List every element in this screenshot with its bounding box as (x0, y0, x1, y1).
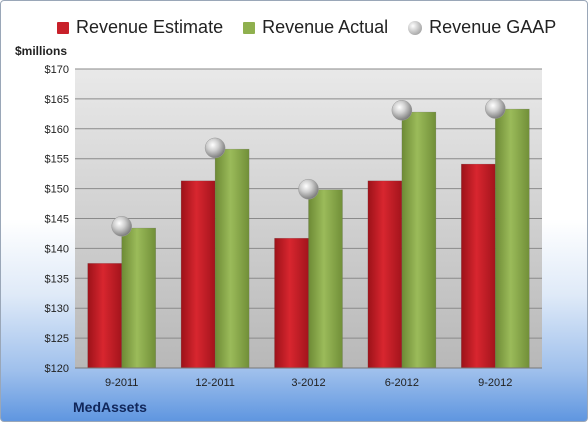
bar-revenue-estimate (461, 163, 496, 369)
bar-revenue-estimate (274, 237, 309, 369)
x-tick-label: 12-2011 (195, 377, 235, 389)
legend-marker-revenue-gaap (408, 20, 423, 35)
legend-label-revenue-estimate: Revenue Estimate (76, 17, 224, 37)
legend-label-revenue-actual: Revenue Actual (262, 17, 389, 37)
marker-revenue-gaap (298, 178, 319, 200)
bar-revenue-actual (214, 148, 250, 369)
y-tick-label: $145 (45, 214, 69, 226)
legend-label-revenue-gaap: Revenue GAAP (429, 17, 557, 37)
bar-revenue-actual (121, 227, 156, 369)
marker-revenue-gaap (111, 216, 132, 237)
y-tick-label: $155 (45, 154, 69, 166)
y-tick-label: $140 (45, 243, 69, 255)
marker-revenue-gaap (391, 100, 413, 121)
bar-revenue-actual (495, 108, 530, 369)
y-tick-label: $125 (45, 333, 69, 345)
x-tick-label: 6-2012 (385, 377, 419, 389)
bar-revenue-estimate (180, 180, 216, 369)
y-tick-label: $170 (45, 64, 69, 76)
y-tick-label: $130 (45, 303, 69, 315)
y-tick-label: $165 (45, 94, 69, 106)
x-tick-label: 9-2012 (478, 377, 512, 389)
legend-item-revenue-gaap: Revenue GAAP (408, 17, 556, 38)
legend-swatch-revenue-actual (243, 21, 256, 34)
x-tick-label: 9-2011 (105, 377, 138, 389)
legend-item-revenue-estimate: Revenue Estimate (57, 17, 223, 38)
company-name: MedAssets (73, 399, 147, 415)
y-axis-unit-label: $millions (15, 44, 68, 58)
marker-revenue-gaap (204, 137, 226, 159)
legend-swatch-revenue-estimate (57, 21, 69, 34)
y-tick-label: $160 (45, 124, 69, 136)
bar-revenue-estimate (87, 263, 122, 369)
legend-item-revenue-actual: Revenue Actual (243, 17, 388, 38)
x-tick-label: 3-2012 (291, 377, 325, 389)
y-tick-label: $135 (45, 273, 69, 285)
y-tick-label: $150 (45, 184, 69, 196)
bar-revenue-actual (308, 189, 343, 369)
bar-revenue-actual (401, 111, 437, 369)
legend: Revenue Estimate Revenue Actual Revenue … (57, 17, 576, 38)
bar-revenue-estimate (367, 180, 403, 369)
marker-revenue-gaap (485, 98, 506, 119)
y-tick-label: $120 (45, 363, 69, 375)
